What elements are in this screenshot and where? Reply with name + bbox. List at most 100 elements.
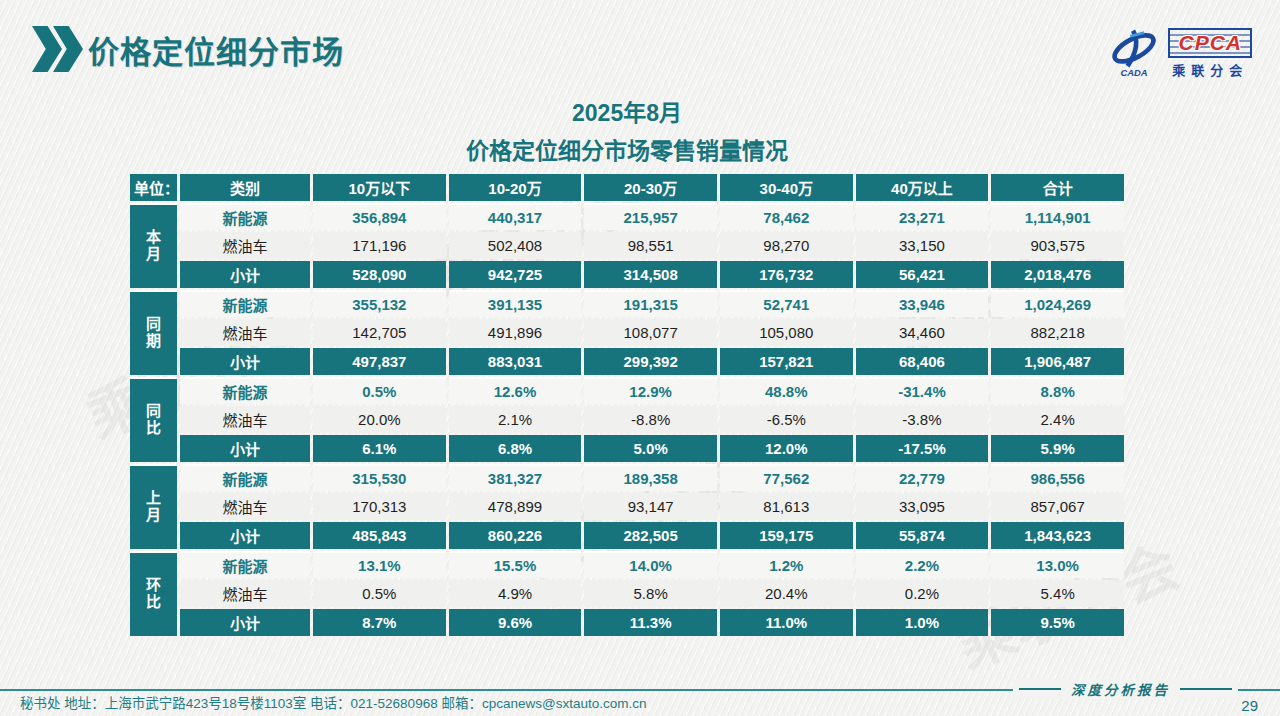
table-row: 环比新能源13.1%15.5%14.0%1.2%2.2%13.0% <box>130 551 1124 578</box>
value-cell: 77,562 <box>720 464 853 491</box>
value-cell: 108,077 <box>584 319 717 346</box>
table-row: 小计8.7%9.6%11.3%11.0%1.0%9.5% <box>130 609 1124 636</box>
value-cell: 14.0% <box>584 551 717 578</box>
value-cell: 485,843 <box>313 522 446 549</box>
value-cell: 356,894 <box>313 203 446 230</box>
category-cell: 新能源 <box>180 377 310 404</box>
page-header: 价格定位细分市场 <box>32 26 344 72</box>
category-cell: 燃油车 <box>180 406 310 433</box>
value-cell: 0.5% <box>313 377 446 404</box>
price-segment-sales-table: 单位：辆 类别 10万以下10-20万20-30万30-40万40万以上合计 本… <box>127 172 1127 638</box>
category-cell: 小计 <box>180 261 310 288</box>
value-cell: -8.8% <box>584 406 717 433</box>
value-cell: 11.3% <box>584 609 717 636</box>
value-cell: 1.2% <box>720 551 853 578</box>
value-cell: 903,575 <box>991 232 1124 259</box>
table-row: 上月新能源315,530381,327189,35877,56222,77998… <box>130 464 1124 491</box>
cpca-subtitle: 乘联分会 <box>1168 60 1252 79</box>
value-cell: 12.0% <box>720 435 853 462</box>
value-cell: 528,090 <box>313 261 446 288</box>
col-header: 合计 <box>991 174 1124 201</box>
value-cell: 882,218 <box>991 319 1124 346</box>
cpca-logo-text: CPCA 乘联分会 <box>1168 28 1252 79</box>
value-cell: 78,462 <box>720 203 853 230</box>
table-row: 燃油车0.5%4.9%5.8%20.4%0.2%5.4% <box>130 580 1124 607</box>
value-cell: 315,530 <box>313 464 446 491</box>
value-cell: 68,406 <box>856 348 989 375</box>
report-tag-label: 深度分析报告 <box>1071 679 1170 699</box>
col-header: 10-20万 <box>449 174 582 201</box>
table-row: 小计497,837883,031299,392157,82168,4061,90… <box>130 348 1124 375</box>
value-cell: 98,270 <box>720 232 853 259</box>
table-row: 小计528,090942,725314,508176,73256,4212,01… <box>130 261 1124 288</box>
col-header-category: 类别 <box>180 174 310 201</box>
value-cell: 942,725 <box>449 261 582 288</box>
table-row: 同比新能源0.5%12.6%12.9%48.8%-31.4%8.8% <box>130 377 1124 404</box>
value-cell: 491,896 <box>449 319 582 346</box>
table-row: 燃油车171,196502,40898,55198,27033,150903,5… <box>130 232 1124 259</box>
value-cell: 355,132 <box>313 290 446 317</box>
table-row: 小计485,843860,226282,505159,17555,8741,84… <box>130 522 1124 549</box>
value-cell: 391,135 <box>449 290 582 317</box>
category-cell: 燃油车 <box>180 232 310 259</box>
value-cell: 497,837 <box>313 348 446 375</box>
value-cell: 5.8% <box>584 580 717 607</box>
unit-label: 单位：辆 <box>130 174 177 201</box>
value-cell: 142,705 <box>313 319 446 346</box>
category-cell: 燃油车 <box>180 493 310 520</box>
report-tag: 深度分析报告 <box>1013 679 1238 699</box>
value-cell: 1,114,901 <box>991 203 1124 230</box>
value-cell: 0.2% <box>856 580 989 607</box>
table-row: 小计6.1%6.8%5.0%12.0%-17.5%5.9% <box>130 435 1124 462</box>
value-cell: -31.4% <box>856 377 989 404</box>
value-cell: 176,732 <box>720 261 853 288</box>
value-cell: 2.1% <box>449 406 582 433</box>
category-cell: 新能源 <box>180 290 310 317</box>
category-cell: 小计 <box>180 609 310 636</box>
value-cell: 8.7% <box>313 609 446 636</box>
category-cell: 新能源 <box>180 551 310 578</box>
value-cell: 314,508 <box>584 261 717 288</box>
table-row: 本月新能源356,894440,317215,95778,46223,2711,… <box>130 203 1124 230</box>
table-row: 燃油车20.0%2.1%-8.8%-6.5%-3.8%2.4% <box>130 406 1124 433</box>
footer-contact: 秘书处 地址：上海市武宁路423号18号楼1103室 电话：021-526809… <box>20 692 646 712</box>
value-cell: 12.9% <box>584 377 717 404</box>
value-cell: 93,147 <box>584 493 717 520</box>
value-cell: 189,358 <box>584 464 717 491</box>
group-label: 同比 <box>130 377 177 462</box>
category-cell: 新能源 <box>180 464 310 491</box>
report-tag-dash <box>1019 688 1061 690</box>
group-label: 上月 <box>130 464 177 549</box>
value-cell: 5.9% <box>991 435 1124 462</box>
value-cell: 15.5% <box>449 551 582 578</box>
value-cell: 6.1% <box>313 435 446 462</box>
value-cell: 33,150 <box>856 232 989 259</box>
cada-swoosh-icon: CADA <box>1106 28 1162 80</box>
value-cell: 52,741 <box>720 290 853 317</box>
page-number: 29 <box>1241 697 1258 714</box>
value-cell: 860,226 <box>449 522 582 549</box>
value-cell: 20.0% <box>313 406 446 433</box>
value-cell: 105,080 <box>720 319 853 346</box>
table-title: 2025年8月 价格定位细分市场零售销量情况 <box>127 94 1127 166</box>
double-chevron-icon <box>32 26 74 72</box>
col-header: 20-30万 <box>584 174 717 201</box>
value-cell: 1,024,269 <box>991 290 1124 317</box>
cpca-logo: CADA CPCA 乘联分会 <box>1106 28 1252 80</box>
value-cell: 98,551 <box>584 232 717 259</box>
value-cell: 22,779 <box>856 464 989 491</box>
value-cell: 299,392 <box>584 348 717 375</box>
value-cell: 440,317 <box>449 203 582 230</box>
value-cell: 986,556 <box>991 464 1124 491</box>
value-cell: 2,018,476 <box>991 261 1124 288</box>
value-cell: 1.0% <box>856 609 989 636</box>
value-cell: 33,946 <box>856 290 989 317</box>
value-cell: 170,313 <box>313 493 446 520</box>
value-cell: 34,460 <box>856 319 989 346</box>
value-cell: 55,874 <box>856 522 989 549</box>
category-cell: 小计 <box>180 348 310 375</box>
svg-text:CADA: CADA <box>1121 68 1148 78</box>
value-cell: -17.5% <box>856 435 989 462</box>
value-cell: 157,821 <box>720 348 853 375</box>
slide: 乘联分会 乘联分会 乘联分会 乘联分会 乘联分会 价格定位细分市场 CADA C… <box>0 0 1280 716</box>
